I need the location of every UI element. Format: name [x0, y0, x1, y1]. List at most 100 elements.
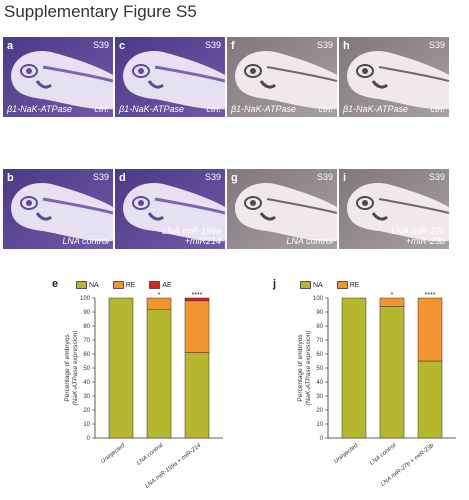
y-tick-label: 50 [83, 366, 90, 372]
eye-region [356, 196, 374, 210]
y-tick-label: 50 [316, 366, 323, 372]
bar-segment-na [146, 308, 172, 439]
image-panel-b: b S39 LNA control [3, 169, 113, 249]
panel-letter: h [343, 40, 350, 52]
y-tick-label: 20 [316, 408, 323, 414]
significance-label: **** [192, 292, 203, 299]
gene-label: β1-NaK-ATPase [231, 104, 296, 114]
stacked-bar-chart-e: 0 10 20 30 40 50 60 70 80 90 100 Percentage of embr… [64, 292, 223, 490]
eye [362, 200, 368, 206]
embryo-image [3, 169, 113, 249]
panel-letter: i [343, 172, 347, 184]
condition-label: ctrl. [94, 104, 110, 114]
condition-label: ctrl. [206, 104, 222, 114]
panel-letter: b [7, 172, 14, 184]
eye [362, 68, 368, 74]
eye [250, 200, 256, 206]
legend-swatch-re [112, 281, 124, 289]
eye-region [244, 64, 262, 78]
embryo-body [235, 183, 337, 242]
bar-segment-re [146, 297, 172, 310]
y-tick-label: 90 [83, 310, 90, 316]
legend-label-re: RE [125, 281, 136, 289]
pronephros-stain [35, 80, 53, 89]
stacked-bar-chart-j: 0 10 20 30 40 50 60 70 80 90 100 Percentage of embr… [297, 292, 456, 488]
legend-label-re: RE [349, 281, 360, 289]
stage-label: S39 [92, 40, 109, 50]
x-tick-label: Uninjected [333, 442, 360, 465]
stage-label: S39 [316, 172, 333, 182]
condition-label: ctrl. [430, 104, 446, 114]
y-axis-label: (NaK-ATPase expression) [72, 330, 79, 405]
eye [26, 68, 32, 74]
stage-label: S39 [428, 40, 445, 50]
x-tick-label: LNA control [369, 442, 398, 466]
trunk-stain [378, 198, 449, 214]
eye [138, 200, 144, 206]
eye-region [244, 196, 262, 210]
embryo-image [339, 169, 449, 249]
y-tick-label: 100 [80, 296, 91, 302]
trunk-stain [154, 197, 225, 215]
eye [138, 68, 144, 74]
y-tick-label: 70 [83, 338, 90, 344]
legend-swatch-re [336, 281, 348, 289]
y-tick-label: 40 [316, 380, 323, 386]
eye-region [20, 64, 38, 78]
legend-label-na: NA [89, 281, 99, 289]
trunk-stain [42, 65, 113, 83]
stage-label: S39 [92, 172, 109, 182]
y-tick-label: 60 [316, 352, 323, 358]
condition-label: LNA miR-199a +miR214 [162, 226, 221, 246]
y-tick-label: 100 [313, 296, 324, 302]
trunk-stain [266, 198, 337, 214]
gene-label: β1-NaK-ATPase [343, 104, 408, 114]
significance-label: **** [425, 292, 436, 299]
image-panel-c: c S39 β1-NaK-ATPase ctrl. [115, 37, 225, 117]
chart-legend-e: NA RE AE [76, 281, 184, 289]
bar-segment-na [341, 297, 367, 439]
bar-segment-na [184, 352, 210, 439]
y-tick-label: 20 [83, 408, 90, 414]
condition-label: LNA control [286, 236, 333, 246]
pronephros-stain [147, 80, 165, 89]
image-panel-d: d S39 LNA miR-199a +miR214 [115, 169, 225, 249]
pronephros-stain [259, 80, 277, 89]
condition-label: LNA control [62, 236, 109, 246]
x-tick-label: Uninjected [100, 442, 127, 465]
trunk-stain [154, 65, 225, 83]
embryo-body [347, 183, 449, 242]
trunk-stain [42, 197, 113, 215]
pronephros-stain [147, 212, 165, 221]
y-tick-label: 90 [316, 310, 323, 316]
embryo-body [347, 51, 449, 110]
y-tick-label: 30 [316, 394, 323, 400]
bar-segment-ae [184, 297, 210, 302]
y-tick-label: 0 [320, 436, 324, 442]
y-tick-label: 30 [83, 394, 90, 400]
y-tick-label: 10 [83, 422, 90, 428]
y-axis-label: Percentage of embryos [297, 334, 304, 402]
y-tick-label: 60 [83, 352, 90, 358]
panel-letter: d [119, 172, 126, 184]
panel-letter: f [231, 40, 235, 52]
eye [250, 68, 256, 74]
significance-label: * [391, 292, 394, 299]
trunk-stain [378, 66, 449, 82]
pronephros-stain [371, 80, 389, 89]
panel-letter-e: e [52, 278, 59, 290]
panel-letter: c [119, 40, 126, 52]
embryo-image [339, 37, 449, 117]
embryo-image [227, 169, 337, 249]
y-tick-label: 80 [316, 324, 323, 330]
x-tick-label: LNA control [136, 442, 165, 466]
image-panel-g: g S39 LNA control [227, 169, 337, 249]
pronephros-stain [259, 212, 277, 221]
chart-legend-j: NA RE [300, 281, 371, 289]
embryo-image [115, 37, 225, 117]
panel-letter: g [231, 172, 238, 184]
stage-label: S39 [316, 40, 333, 50]
embryo-body [235, 51, 337, 110]
legend-swatch-ae [149, 281, 161, 289]
bar-segment-re [184, 300, 210, 353]
